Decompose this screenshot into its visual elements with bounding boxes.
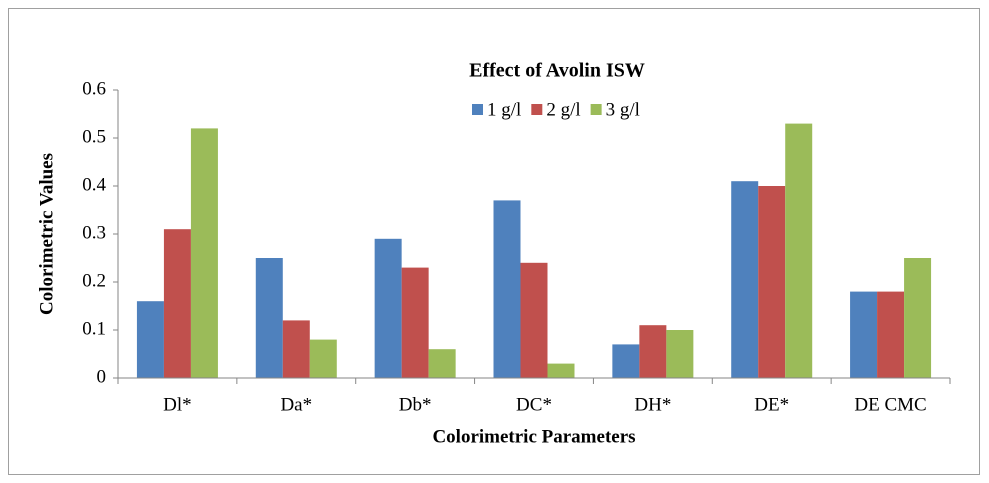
x-tick-label: DC* [516,394,552,415]
bar [136,301,164,378]
bar [731,181,759,378]
y-axis-label: Colorimetric Values [36,153,57,315]
bar [401,267,429,378]
y-tick-label: 0.2 [82,270,106,291]
x-axis-label: Colorimetric Parameters [432,426,635,447]
x-tick-label: DE CMC [854,394,926,415]
y-tick-label: 0 [97,366,107,387]
bar [255,258,283,378]
bar [877,291,905,378]
y-tick-label: 0.4 [82,174,106,195]
x-tick-label: Da* [280,394,312,415]
legend-label: 1 g/l [487,99,521,120]
y-tick-label: 0.1 [82,318,106,339]
x-tick-label: DE* [754,394,789,415]
bar [520,262,548,378]
x-tick-label: Db* [399,394,432,415]
bar [666,330,694,378]
bar [309,339,337,378]
legend-swatch [590,104,602,115]
bar [493,200,521,378]
bar [190,128,218,378]
bar [282,320,310,378]
bar [374,238,402,378]
x-tick-label: DH* [634,394,671,415]
bar [904,258,932,378]
y-tick-label: 0.6 [82,78,106,99]
bar [850,291,878,378]
legend-label: 3 g/l [606,99,640,120]
y-tick-label: 0.3 [82,222,106,243]
bar [163,229,191,378]
bar [639,325,667,378]
chart-title: Effect of Avolin ISW [469,60,645,82]
bar [547,363,575,378]
bar [785,123,813,378]
bar [428,349,456,378]
bar [612,344,640,378]
x-tick-label: Dl* [163,394,192,415]
legend-label: 2 g/l [546,99,580,120]
legend-swatch [531,104,543,115]
bar [758,186,786,378]
legend-swatch [472,104,483,115]
y-tick-label: 0.5 [82,126,106,147]
